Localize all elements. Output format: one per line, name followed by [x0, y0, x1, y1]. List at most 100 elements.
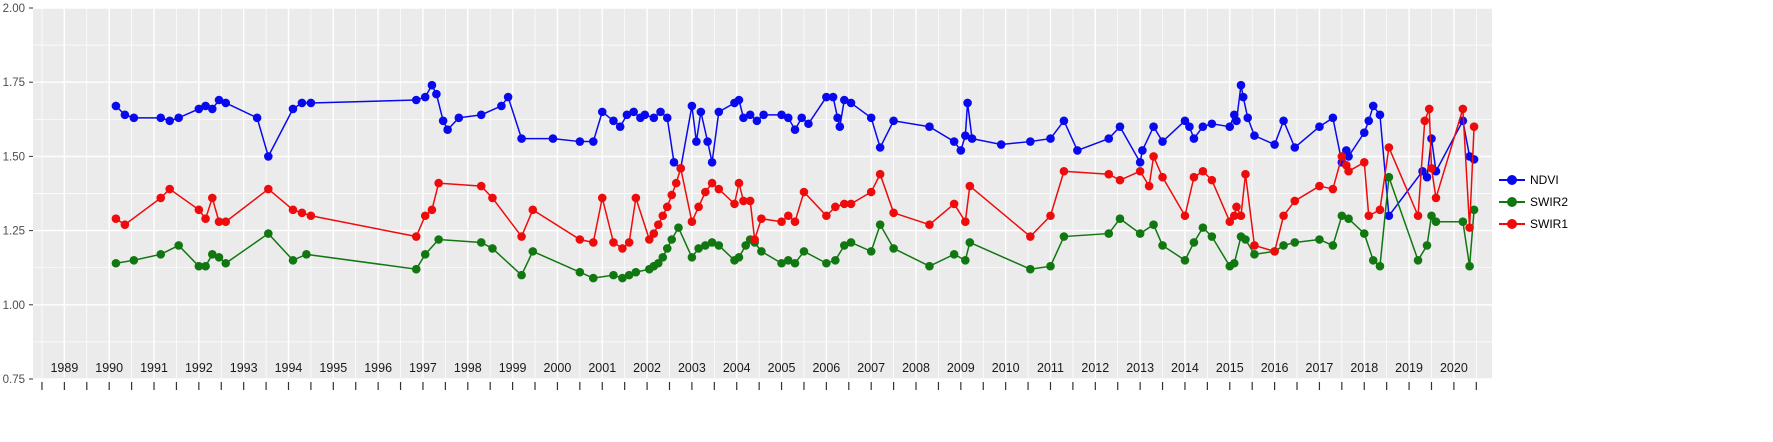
data-point	[432, 89, 441, 99]
data-point	[875, 220, 885, 229]
data-point	[840, 199, 849, 209]
data-point	[965, 181, 975, 191]
data-point	[302, 250, 311, 259]
data-point	[1375, 110, 1385, 120]
data-point	[676, 163, 685, 173]
data-point	[1270, 140, 1279, 149]
x-axis-tick-label: 1991	[140, 361, 168, 375]
data-point	[1115, 122, 1125, 132]
x-axis-tick-label: 2004	[723, 361, 751, 375]
data-point	[174, 113, 183, 123]
data-point	[1138, 146, 1147, 155]
data-point	[207, 250, 217, 259]
data-point	[1236, 80, 1246, 90]
x-axis-tick-label: 1994	[275, 361, 303, 375]
data-point	[1207, 232, 1217, 241]
data-point	[476, 238, 486, 247]
x-axis-tick-label: 1990	[95, 361, 123, 375]
data-point	[875, 169, 885, 179]
data-point	[1422, 172, 1432, 182]
data-point	[777, 110, 786, 120]
data-point	[488, 193, 497, 203]
data-point	[833, 113, 842, 123]
data-point	[622, 110, 632, 120]
data-point	[194, 261, 204, 271]
data-point	[696, 107, 706, 117]
data-point	[1104, 169, 1114, 179]
x-axis-tick-label: 2007	[857, 361, 885, 375]
data-point	[288, 255, 298, 265]
data-point	[671, 178, 681, 188]
data-point	[1059, 166, 1069, 176]
data-point	[701, 241, 710, 250]
data-point	[745, 110, 755, 120]
data-point	[201, 214, 210, 224]
data-point	[1185, 122, 1194, 132]
data-point	[640, 110, 650, 120]
data-point	[1104, 134, 1114, 143]
data-point	[297, 98, 307, 108]
data-point	[609, 116, 618, 126]
data-point	[1059, 232, 1069, 241]
data-point	[129, 113, 139, 123]
data-point	[420, 211, 430, 221]
data-point	[575, 267, 585, 277]
data-point	[1337, 211, 1347, 221]
data-point	[961, 131, 970, 140]
data-point	[1344, 166, 1353, 176]
data-point	[1144, 181, 1154, 191]
x-axis-tick-label: 2008	[902, 361, 930, 375]
data-point	[835, 122, 845, 132]
x-axis-tick-label: 1993	[230, 361, 258, 375]
legend-label: SWIR2	[1530, 195, 1569, 209]
data-point	[734, 95, 744, 105]
data-point	[1359, 128, 1369, 137]
x-axis-tick-label: 2000	[544, 361, 572, 375]
data-point	[1238, 92, 1248, 102]
data-point	[1279, 211, 1288, 221]
data-point	[1207, 119, 1217, 129]
data-point	[1431, 193, 1441, 203]
data-point	[1236, 211, 1246, 221]
data-point	[965, 238, 975, 247]
data-point	[1180, 255, 1190, 265]
data-point	[1364, 116, 1374, 126]
data-point	[846, 98, 856, 108]
x-axis-tick-label: 2013	[1126, 361, 1154, 375]
data-point	[165, 184, 175, 194]
data-point	[783, 211, 793, 221]
data-point	[1189, 172, 1199, 182]
data-point	[739, 113, 748, 123]
data-point	[667, 190, 677, 200]
data-point	[875, 143, 885, 152]
x-axis-tick-label: 2019	[1395, 361, 1423, 375]
data-point	[1270, 247, 1279, 256]
data-point	[264, 184, 273, 194]
data-point	[687, 253, 697, 262]
data-point	[1135, 229, 1145, 238]
legend-key-icon	[1499, 173, 1525, 187]
data-point	[111, 258, 121, 268]
data-point	[1198, 122, 1208, 132]
legend: NDVI SWIR2 SWIR1	[1499, 172, 1568, 232]
data-point	[517, 134, 526, 143]
data-point	[1073, 146, 1082, 155]
data-point	[777, 258, 786, 268]
data-point	[707, 178, 717, 188]
data-point	[649, 229, 659, 238]
data-point	[488, 244, 497, 253]
data-point	[734, 253, 744, 262]
legend-item-ndvi: NDVI	[1499, 172, 1568, 188]
data-point	[1279, 116, 1288, 126]
x-axis-tick-label: 2011	[1037, 361, 1064, 375]
data-point	[687, 217, 697, 226]
data-point	[476, 181, 486, 191]
data-point	[687, 101, 697, 111]
data-point	[804, 119, 813, 129]
data-point	[703, 137, 712, 146]
x-axis-tick-label: 2002	[633, 361, 661, 375]
data-point	[822, 92, 831, 102]
data-point	[120, 110, 130, 120]
data-point	[597, 107, 607, 117]
data-point	[730, 199, 739, 209]
